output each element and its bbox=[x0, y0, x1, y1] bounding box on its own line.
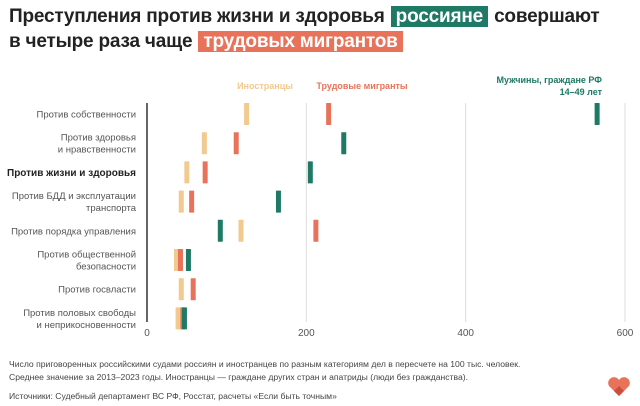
title-highlight-russians: россияне bbox=[390, 6, 488, 27]
data-mark bbox=[175, 307, 181, 330]
data-mark bbox=[181, 307, 187, 330]
data-mark bbox=[184, 161, 190, 184]
chart-title: Преступления против жизни и здоровья рос… bbox=[9, 4, 629, 54]
category-label: транспорта bbox=[86, 203, 137, 214]
title-highlight-migrants: трудовых мигрантов bbox=[198, 31, 403, 52]
category-label: Против собственности bbox=[36, 110, 136, 121]
data-mark bbox=[177, 249, 183, 271]
data-mark bbox=[307, 161, 313, 184]
x-tick-label: 200 bbox=[298, 328, 315, 339]
data-mark bbox=[244, 103, 250, 125]
category-label: Против БДД и эксплуатации bbox=[12, 191, 136, 202]
category-label: Против госвласти bbox=[58, 285, 136, 296]
data-mark bbox=[238, 219, 244, 242]
category-label: Против половых свободы bbox=[23, 308, 136, 319]
x-tick-label: 0 bbox=[144, 328, 150, 339]
footnote-line1: Число приговоренных российскими судами р… bbox=[9, 359, 521, 369]
title-part3: в четыре раза чаще bbox=[9, 31, 198, 52]
data-mark bbox=[185, 249, 191, 271]
data-mark bbox=[190, 278, 196, 301]
data-mark bbox=[201, 132, 207, 155]
legend-migrants: Трудовые мигранты bbox=[316, 81, 408, 91]
category-label: и неприкосновенности bbox=[37, 320, 136, 331]
legend-russians: Мужчины, граждане РФ bbox=[496, 75, 602, 85]
data-mark bbox=[178, 190, 184, 213]
data-mark bbox=[326, 103, 332, 125]
title-part1: Преступления против жизни и здоровья bbox=[9, 6, 390, 27]
category-label: Против здоровья bbox=[61, 133, 136, 144]
source-note: Источники: Судебный департамент ВС РФ, Р… bbox=[9, 391, 337, 401]
data-mark bbox=[202, 161, 208, 184]
legend-foreigners: Иностранцы bbox=[237, 81, 293, 91]
x-tick-label: 600 bbox=[617, 328, 634, 339]
category-label: и нравственности bbox=[58, 145, 136, 156]
data-mark bbox=[217, 219, 223, 242]
data-mark bbox=[173, 249, 179, 271]
footnote-line2: Среднее значение за 2013–2023 годы. Инос… bbox=[9, 372, 469, 382]
legend-russians-age: 14–49 лет bbox=[560, 87, 603, 97]
category-label: Против жизни и здоровья bbox=[7, 168, 136, 179]
category-label: Против общественной bbox=[37, 250, 136, 261]
data-mark bbox=[233, 132, 239, 155]
heart-logo-icon bbox=[608, 377, 630, 396]
data-mark bbox=[178, 278, 184, 301]
data-mark bbox=[594, 103, 600, 125]
data-mark bbox=[341, 132, 347, 155]
data-mark bbox=[189, 190, 195, 213]
data-mark bbox=[275, 190, 281, 213]
x-tick-label: 400 bbox=[457, 328, 474, 339]
category-label: безопасности bbox=[76, 262, 136, 273]
title-part2: совершают bbox=[488, 6, 600, 27]
data-mark bbox=[313, 219, 319, 242]
category-label: Против порядка управления bbox=[11, 226, 136, 237]
